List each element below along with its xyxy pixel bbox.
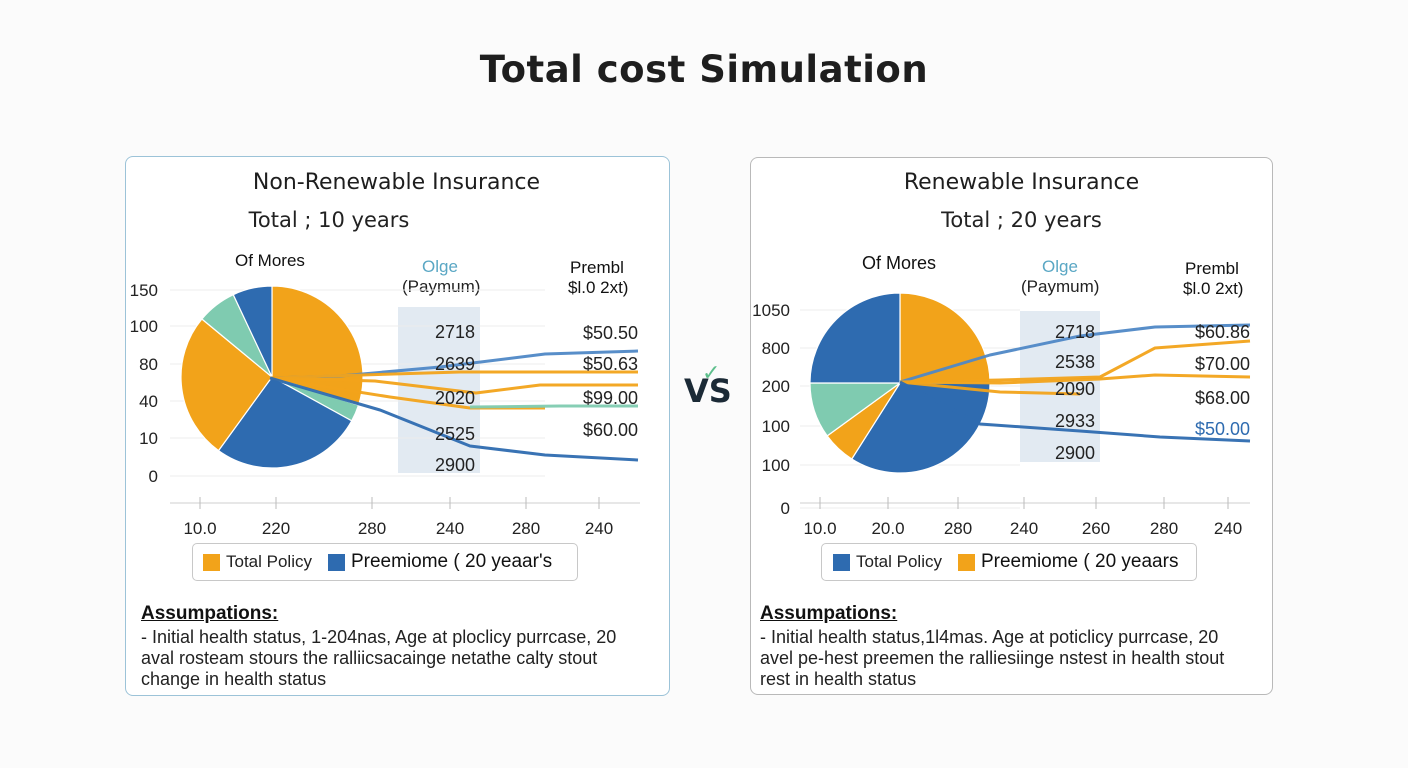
series-line-teal [469,404,638,409]
series-line-orange-b [899,373,1251,385]
legend-swatch [203,553,220,571]
y-tick-label: 800 [762,339,790,358]
x-tick-label: 220 [262,519,290,538]
chart-renewable [800,292,1251,509]
x-tick-label: 280 [512,519,540,538]
header-mid-sub: (Paymum) [402,277,481,296]
assumptions-line: change in health status [141,669,327,689]
y-tick-label: 100 [130,317,158,336]
band-value: 2718 [1055,322,1095,342]
x-tick-label: 240 [436,519,464,538]
band-value: 2538 [1055,352,1095,372]
y-tick-label: 0 [781,499,790,518]
vs-label: VS [684,372,732,410]
premium-value: $70.00 [1195,354,1250,374]
page-title: Total cost Simulation [479,48,929,91]
series-line-orange-b [269,376,638,395]
series-line-orange-a [269,370,638,380]
band-value: 2639 [435,354,475,374]
x-tick-label: 280 [1150,519,1178,538]
band-value: 2933 [1055,411,1095,431]
header-right-sub: $l.0 2xt) [568,278,629,297]
assumptions-line: avel pe-hest preemen the ralliesiinge ns… [760,648,1225,668]
legend: Total Policy Preemiome ( 20 yeaar's [192,543,578,581]
premium-value: $99.00 [583,388,638,408]
panel-subtitle: Total ; 10 years [248,208,410,232]
header-left: Of Mores [235,251,305,270]
legend-label: Preemiome ( 20 yeaar's [350,551,553,572]
x-tick-label: 280 [944,519,972,538]
x-tick-label: 20.0 [871,519,904,538]
header-left: Of Mores [862,253,937,273]
series-line-steel [899,323,1251,384]
y-tick-label: 10 [139,429,158,448]
band-value: 2525 [435,424,475,444]
premium-value: $50.63 [583,354,638,374]
premium-value: $68.00 [1195,388,1250,408]
header-right-title: Prembl [1185,259,1239,278]
legend-label: Total Policy [226,552,312,571]
x-tick-label: 240 [1010,519,1038,538]
legend-swatch [957,553,975,571]
premium-value: $50.50 [583,323,638,343]
header-mid-title: Olge [1042,257,1078,276]
premium-value: $50.00 [1195,419,1250,439]
pie-slice-blue-left [809,292,901,384]
panel-title: Renewable Insurance [903,170,1140,195]
y-tick-label: 80 [139,355,158,374]
legend-swatch [327,553,345,571]
assumptions-line: aval rosteam stours the ralliicsacainge … [141,648,598,668]
legend-label: Total Policy [856,552,942,571]
vs-check-icon: ✓ [702,360,721,385]
x-tick-label: 240 [1214,519,1242,538]
y-tick-label: 200 [762,377,790,396]
series-line-orange-c [899,380,1081,396]
assumptions-line: - Initial health status, 1-204nas, Age a… [141,627,617,647]
assumptions-heading: Assumpations: [141,603,279,624]
y-tick-label: 40 [139,392,158,411]
assumptions-line: rest in health status [760,669,917,689]
band-value: 2718 [435,322,475,342]
x-tick-label: 10.0 [803,519,836,538]
header-mid-title: Olge [422,257,458,276]
assumptions-line: - Initial health status,1l4mas. Age at p… [760,627,1219,647]
series-line-navy [899,380,1251,443]
premium-value: $60.00 [583,420,638,440]
x-tick-label: 10.0 [183,519,216,538]
series-line-orange-a [899,339,1251,384]
pie-slice-orange-left [180,318,273,452]
y-tick-label: 100 [762,456,790,475]
series-line-navy [269,376,639,462]
legend-label: Preemiome ( 20 yeaars [980,551,1179,572]
band-value: 2900 [1055,443,1095,463]
legend-swatch [833,553,850,571]
band-value: 2900 [435,455,475,475]
y-tick-label: 1050 [752,301,790,320]
y-tick-label: 100 [762,417,790,436]
pie-slice-blue-top [232,285,273,378]
y-tick-label: 150 [130,281,158,300]
premium-value: $60.86 [1195,322,1250,342]
chart-non-renewable [170,285,640,509]
x-tick-label: 280 [358,519,386,538]
y-tick-label: 0 [149,467,158,486]
panel-title: Non-Renewable Insurance [252,170,541,195]
panel-subtitle: Total ; 20 years [941,208,1102,232]
band-value: 2090 [1055,379,1095,399]
x-tick-label: 240 [585,519,613,538]
header-right-title: Prembl [570,258,624,277]
x-tick-label: 260 [1082,519,1110,538]
header-mid-sub: (Paymum) [1021,277,1100,296]
header-right-sub: $l.0 2xt) [1183,279,1244,298]
pie-slice-blue-bottom [217,376,353,469]
assumptions-heading: Assumpations: [760,603,898,624]
legend: Total Policy Preemiome ( 20 yeaars [821,543,1197,581]
band-value: 2020 [435,388,475,408]
